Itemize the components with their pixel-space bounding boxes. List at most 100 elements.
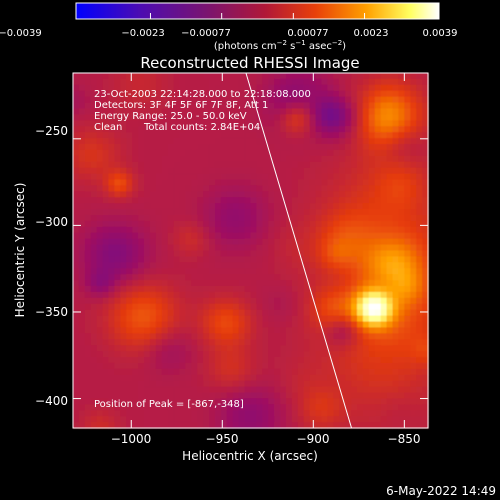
heatmap-cell: [280, 209, 287, 216]
heatmap-cell: [203, 386, 210, 394]
heatmap-cell: [422, 303, 429, 311]
heatmap-cell: [90, 262, 98, 269]
heatmap-cell: [215, 422, 222, 429]
heatmap-cell: [108, 386, 116, 394]
heatmap-cell: [114, 203, 121, 210]
heatmap-cell: [333, 138, 340, 145]
heatmap-cell: [203, 374, 210, 382]
heatmap-cell: [368, 262, 376, 269]
heatmap-cell: [191, 262, 198, 269]
heatmap-cell: [274, 144, 281, 151]
heatmap-cell: [422, 209, 429, 216]
heatmap-cell: [339, 179, 346, 187]
heatmap-cell: [138, 380, 145, 388]
heatmap-cell: [149, 185, 157, 192]
heatmap-cell: [315, 286, 323, 293]
heatmap-cell: [297, 315, 305, 323]
heatmap-cell: [161, 280, 169, 287]
heatmap-cell: [380, 167, 388, 175]
heatmap-cell: [238, 173, 246, 181]
heatmap-cell: [209, 149, 216, 157]
annotation-detectors: Detectors: 3F 4F 5F 6F 7F 8F, Att 1: [94, 100, 268, 111]
heatmap-cell: [286, 309, 293, 317]
heatmap-cell: [309, 268, 317, 275]
heatmap-cell: [185, 297, 192, 305]
heatmap-cell: [209, 374, 216, 382]
heatmap-cell: [114, 297, 121, 305]
heatmap-cell: [291, 144, 299, 151]
y-tick-label-1: −350: [35, 305, 68, 319]
heatmap-cell: [362, 422, 370, 429]
heatmap-cell: [155, 96, 163, 104]
heatmap-cell: [108, 120, 116, 127]
heatmap-cell: [274, 362, 281, 370]
heatmap-cell: [73, 191, 80, 198]
heatmap-cell: [256, 339, 263, 346]
heatmap-cell: [256, 203, 263, 210]
colorbar-tick-0: −0.0039: [0, 28, 42, 39]
heatmap-cell: [416, 232, 423, 240]
heatmap-cell: [303, 179, 311, 187]
heatmap-cell: [351, 303, 358, 311]
heatmap-cell: [268, 126, 275, 133]
heatmap-cell: [291, 250, 299, 258]
heatmap-cell: [185, 303, 192, 311]
heatmap-cell: [297, 191, 305, 198]
heatmap-cell: [84, 173, 92, 181]
heatmap-cell: [280, 226, 287, 234]
heatmap-cell: [138, 138, 145, 145]
heatmap-cell: [345, 374, 352, 382]
heatmap-cell: [291, 232, 299, 240]
heatmap-cell: [416, 262, 423, 269]
heatmap-cell: [209, 327, 216, 334]
heatmap-cell: [280, 215, 287, 222]
heatmap-cell: [114, 78, 121, 86]
heatmap-cell: [173, 297, 181, 305]
heatmap-cell: [315, 238, 323, 246]
heatmap-cell: [262, 351, 269, 358]
heatmap-cell: [392, 303, 400, 311]
heatmap-cell: [297, 398, 305, 405]
heatmap-cell: [108, 374, 116, 382]
heatmap-cell: [280, 404, 287, 411]
heatmap-cell: [286, 120, 293, 127]
heatmap-cell: [333, 108, 340, 116]
heatmap-cell: [84, 155, 92, 163]
heatmap-cell: [155, 327, 163, 334]
heatmap-cell: [226, 386, 234, 394]
heatmap-cell: [203, 73, 210, 80]
heatmap-cell: [303, 215, 311, 222]
heatmap-cell: [410, 374, 417, 382]
heatmap-cell: [132, 309, 139, 317]
heatmap-cell: [73, 209, 80, 216]
heatmap-cell: [90, 303, 98, 311]
heatmap-cell: [232, 173, 240, 181]
heatmap-cell: [256, 256, 263, 263]
heatmap-cell: [114, 327, 121, 334]
heatmap-cell: [422, 327, 429, 334]
heatmap-cell: [232, 280, 240, 287]
heatmap-cell: [126, 102, 133, 110]
heatmap-cell: [155, 392, 163, 400]
heatmap-cell: [149, 132, 157, 139]
heatmap-cell: [138, 173, 145, 181]
heatmap-cell: [155, 404, 163, 411]
heatmap-cell: [126, 416, 133, 423]
heatmap-cell: [244, 339, 252, 346]
heatmap-cell: [244, 203, 252, 210]
heatmap-cell: [102, 297, 110, 305]
heatmap-cell: [108, 339, 116, 346]
heatmap-cell: [410, 368, 417, 376]
heatmap-cell: [132, 362, 139, 370]
heatmap-cell: [297, 179, 305, 187]
heatmap-cell: [303, 138, 311, 145]
heatmap-cell: [362, 286, 370, 293]
heatmap-cell: [291, 114, 299, 121]
heatmap-cell: [274, 78, 281, 86]
heatmap-cell: [422, 132, 429, 139]
heatmap-cell: [203, 197, 210, 204]
heatmap-cell: [286, 256, 293, 263]
heatmap-cell: [398, 274, 405, 281]
heatmap-cell: [215, 351, 222, 358]
heatmap-cell: [215, 226, 222, 234]
